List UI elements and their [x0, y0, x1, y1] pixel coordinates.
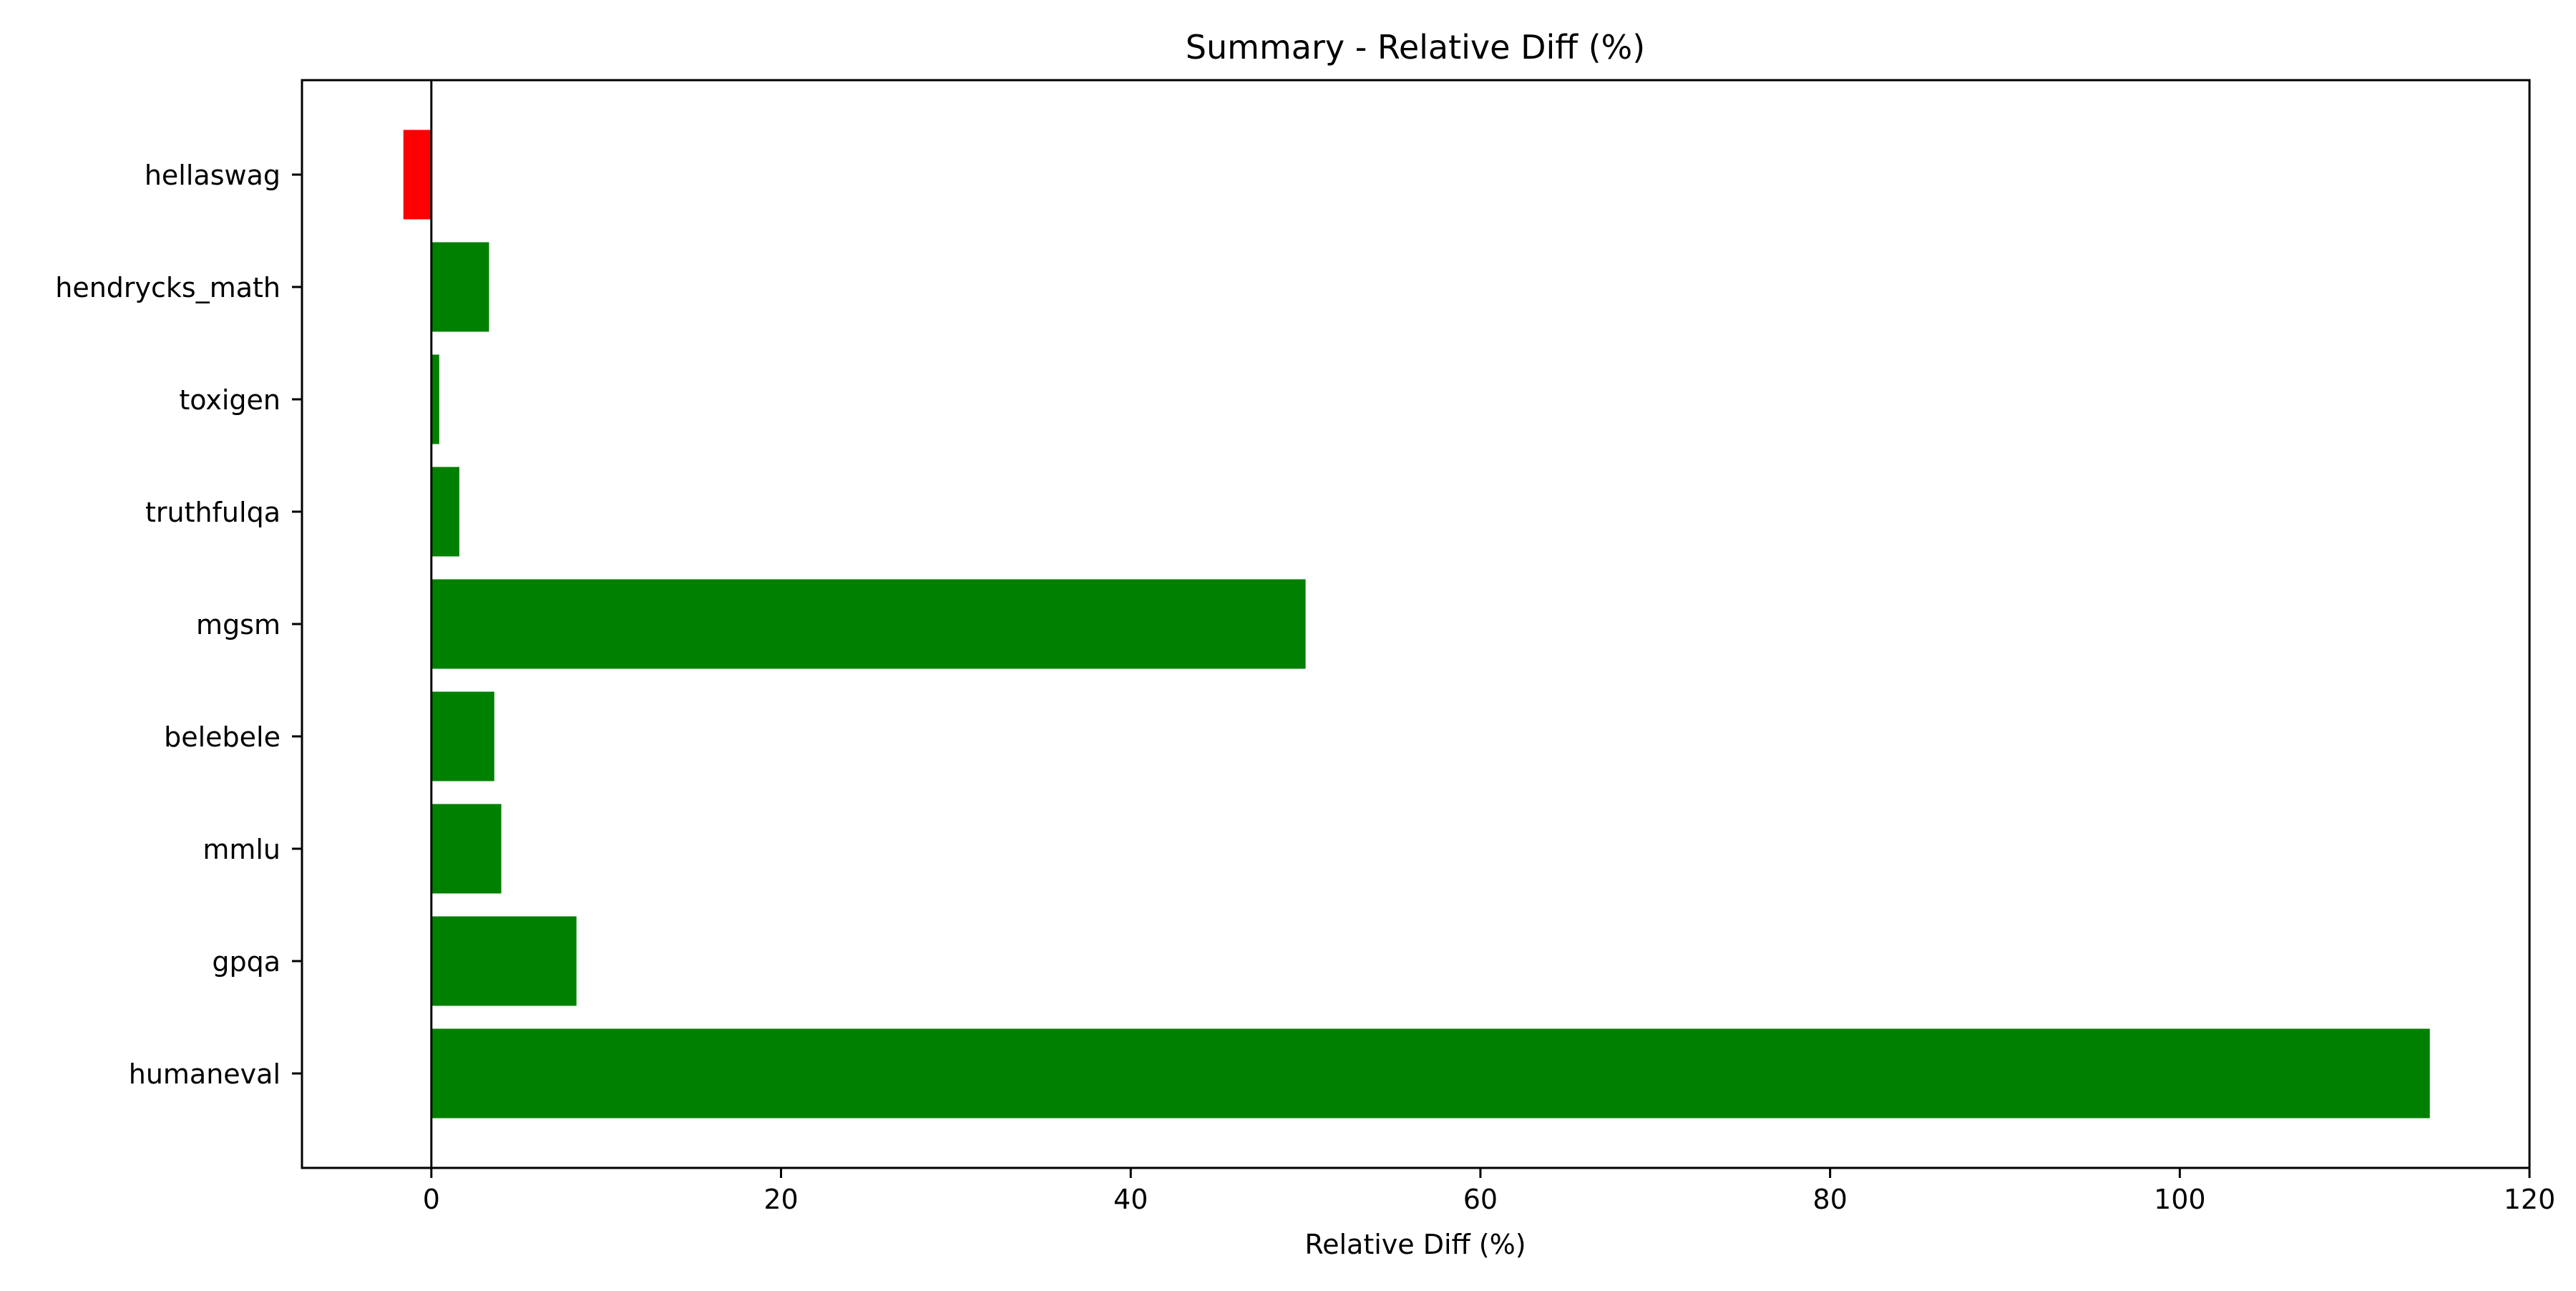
- y-tick-label: truthfulqa: [145, 497, 280, 528]
- bar-toxigen: [431, 354, 439, 444]
- x-axis-ticks: 0 20 40 60 80 100 120: [423, 1168, 2556, 1215]
- chart-title: Summary - Relative Diff (%): [1186, 28, 1645, 67]
- y-tick-label: toxigen: [179, 384, 280, 416]
- bar-gpqa: [431, 916, 577, 1006]
- y-tick-label: hendrycks_math: [55, 272, 280, 303]
- bar-mgsm: [431, 579, 1306, 669]
- y-axis-ticks: humaneval gpqa mmlu belebele mgsm truthfulqa t…: [55, 160, 302, 1090]
- y-tick-label: humaneval: [129, 1058, 280, 1090]
- y-tick-label: mmlu: [203, 834, 280, 865]
- x-tick-label: 20: [763, 1184, 798, 1215]
- x-tick-label: 60: [1463, 1184, 1498, 1215]
- y-tick-label: belebele: [164, 721, 280, 753]
- bar-truthfulqa: [431, 467, 459, 557]
- x-tick-label: 100: [2154, 1184, 2206, 1215]
- y-tick-label: gpqa: [212, 946, 280, 978]
- bars-group: [403, 130, 2430, 1119]
- x-tick-label: 120: [2504, 1184, 2556, 1215]
- x-tick-label: 40: [1113, 1184, 1148, 1215]
- y-tick-label: hellaswag: [145, 160, 280, 191]
- x-axis-label: Relative Diff (%): [1304, 1229, 1526, 1260]
- bar-hellaswag: [403, 130, 431, 220]
- y-tick-label: mgsm: [196, 609, 280, 640]
- bar-humaneval: [431, 1028, 2430, 1119]
- bar-hendrycks_math: [431, 242, 489, 332]
- plot-frame: [301, 79, 2531, 1169]
- bar-mmlu: [431, 804, 502, 894]
- x-tick-label: 80: [1813, 1184, 1847, 1215]
- bar-belebele: [431, 691, 494, 781]
- x-tick-label: 0: [423, 1184, 440, 1215]
